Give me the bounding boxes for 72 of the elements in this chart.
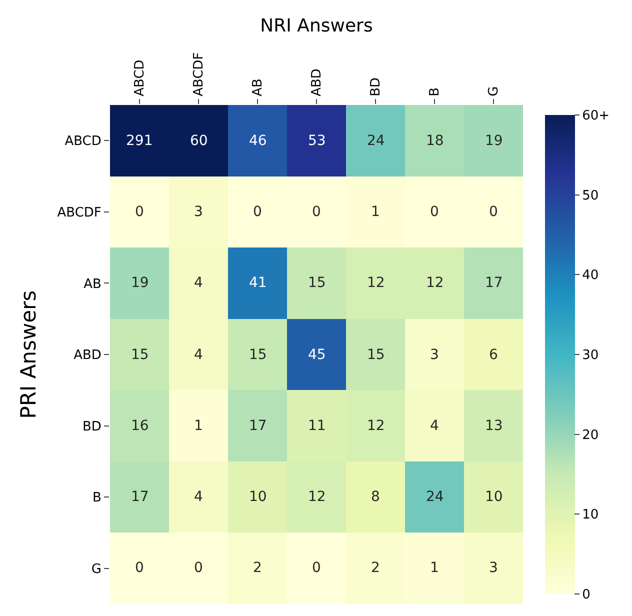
data-label: 291 bbox=[126, 133, 153, 149]
data-label: 13 bbox=[485, 418, 503, 434]
data-label: 12 bbox=[367, 275, 385, 291]
data-label: 17 bbox=[249, 418, 267, 434]
data-label: 2 bbox=[253, 560, 262, 576]
x-tick-label: G bbox=[486, 86, 502, 96]
color-bar-label: 20 bbox=[582, 428, 599, 443]
data-label: 0 bbox=[430, 204, 439, 220]
y-tick-label: ABCDF bbox=[57, 205, 102, 220]
y-tick-label: B bbox=[92, 490, 102, 506]
data-label: 4 bbox=[194, 489, 203, 505]
y-tick-label: ABCD bbox=[64, 134, 102, 150]
data-label: 41 bbox=[249, 275, 267, 291]
data-label: 12 bbox=[367, 418, 385, 434]
y-tick-label: ABD bbox=[74, 348, 102, 364]
data-label: 4 bbox=[194, 275, 203, 291]
x-tick-label: ABCD bbox=[132, 60, 148, 96]
color-bar-label: 50 bbox=[582, 188, 599, 204]
x-tick-label: BD bbox=[368, 77, 384, 96]
data-label: 0 bbox=[312, 204, 321, 220]
data-label: 15 bbox=[308, 275, 326, 291]
data-label: 3 bbox=[430, 347, 439, 363]
data-label: 10 bbox=[249, 489, 267, 505]
data-label: 46 bbox=[249, 133, 267, 149]
color-bar-label: 60+ bbox=[582, 108, 610, 124]
x-tick-label: B bbox=[428, 87, 443, 96]
x-tick-label: ABD bbox=[310, 68, 325, 96]
data-label: 12 bbox=[426, 275, 444, 291]
x-axis-title: NRI Answers bbox=[260, 15, 373, 36]
data-label: 19 bbox=[485, 133, 503, 149]
data-label: 0 bbox=[194, 560, 203, 576]
data-label: 11 bbox=[308, 418, 326, 434]
data-label: 6 bbox=[489, 347, 498, 363]
color-bar-label: 10 bbox=[582, 508, 599, 523]
data-label: 4 bbox=[430, 418, 439, 434]
data-label: 18 bbox=[426, 133, 444, 149]
data-label: 17 bbox=[131, 489, 149, 505]
y-axis-title: PRI Answers bbox=[16, 290, 40, 419]
data-label: 1 bbox=[430, 560, 439, 576]
data-label: 3 bbox=[489, 560, 498, 576]
data-label: 0 bbox=[135, 204, 144, 220]
data-label: 24 bbox=[426, 489, 444, 505]
data-label: 15 bbox=[367, 347, 385, 363]
data-label: 1 bbox=[194, 418, 203, 434]
data-label: 1 bbox=[371, 204, 380, 220]
data-label: 60 bbox=[190, 133, 208, 149]
data-label: 53 bbox=[308, 133, 326, 149]
y-tick-label: AB bbox=[84, 276, 102, 292]
data-label: 4 bbox=[194, 347, 203, 363]
data-label: 0 bbox=[253, 204, 262, 220]
data-label: 0 bbox=[135, 560, 144, 576]
data-label: 10 bbox=[485, 489, 503, 505]
color-bar-label: 40 bbox=[582, 268, 599, 284]
data-label: 45 bbox=[308, 347, 326, 363]
data-label: 15 bbox=[131, 347, 149, 363]
data-label: 0 bbox=[489, 204, 498, 220]
data-label: 3 bbox=[194, 204, 203, 220]
data-label: 17 bbox=[485, 275, 503, 291]
data-label: 16 bbox=[131, 418, 149, 434]
data-label: 19 bbox=[131, 275, 149, 291]
x-tick-label: AB bbox=[250, 78, 266, 96]
data-label: 15 bbox=[249, 347, 267, 363]
y-tick-label: BD bbox=[82, 419, 102, 434]
y-tick-label: G bbox=[91, 562, 102, 577]
data-label: 0 bbox=[312, 560, 321, 576]
color-bar-label: 30 bbox=[582, 348, 599, 364]
data-label: 2 bbox=[371, 560, 380, 576]
color-bar-label: 0 bbox=[582, 588, 590, 603]
data-label: 12 bbox=[308, 489, 326, 505]
data-label: 8 bbox=[371, 489, 380, 505]
x-tick-label: ABCDF bbox=[192, 52, 207, 96]
data-label: 24 bbox=[367, 133, 385, 149]
